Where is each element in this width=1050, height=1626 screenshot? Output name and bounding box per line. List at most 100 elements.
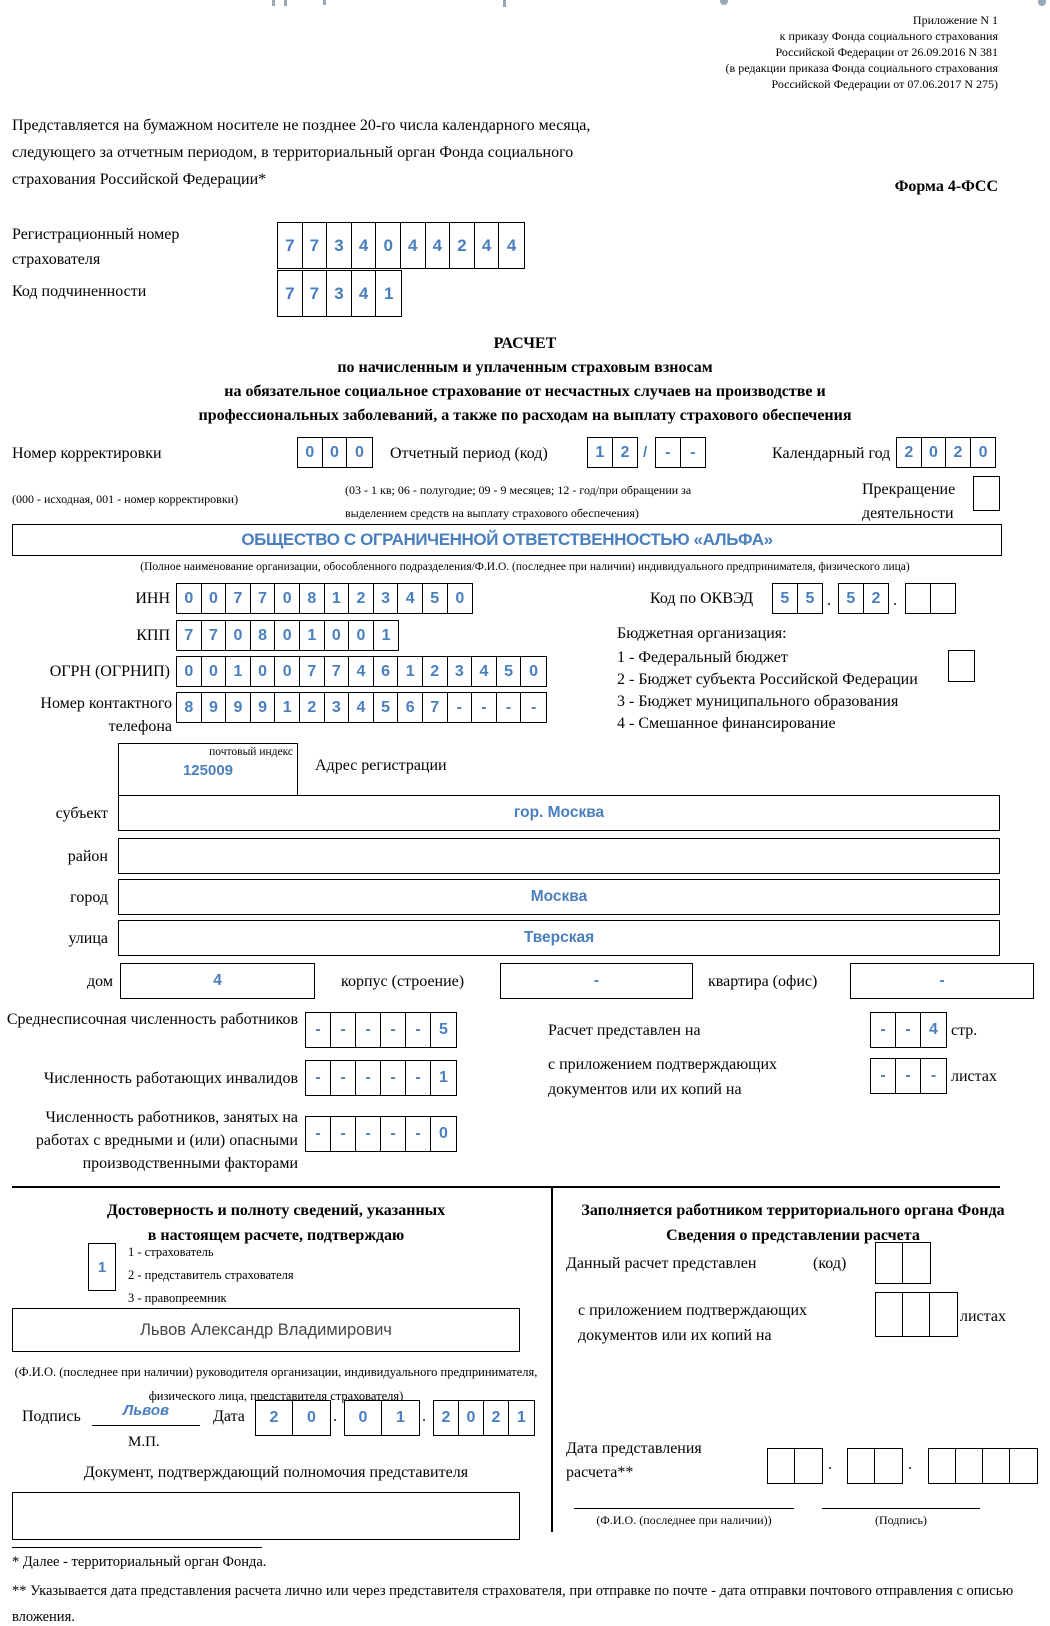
digit-cell[interactable]: 2 bbox=[946, 438, 971, 467]
digit-cell[interactable]: 0 bbox=[323, 438, 348, 467]
person-name-field[interactable]: Львов Александр Владимирович bbox=[12, 1308, 520, 1352]
digit-cell[interactable]: 3 bbox=[327, 223, 352, 268]
digit-cell[interactable]: 5 bbox=[773, 584, 798, 613]
digit-cell[interactable]: 1 bbox=[398, 657, 423, 686]
digit-cell[interactable]: - bbox=[497, 693, 522, 722]
digit-cell[interactable]: - bbox=[306, 1013, 331, 1047]
digit-cell[interactable]: 4 bbox=[349, 693, 374, 722]
digit-cell[interactable]: 1 bbox=[226, 657, 251, 686]
digit-cell[interactable]: - bbox=[896, 1013, 921, 1047]
digit-cell[interactable]: 0 bbox=[459, 1401, 484, 1435]
digit-cell[interactable] bbox=[931, 584, 956, 613]
digit-cell[interactable]: 1 bbox=[396, 1409, 405, 1426]
digit-cell[interactable]: - bbox=[871, 1059, 896, 1093]
digit-cell[interactable]: 4 bbox=[506, 235, 517, 255]
digit-cell[interactable]: 7 bbox=[303, 271, 328, 316]
digit-cell[interactable]: - bbox=[871, 1013, 896, 1047]
digit-cell[interactable]: 3 bbox=[374, 584, 399, 613]
digit-cell[interactable]: 1 bbox=[439, 1069, 448, 1086]
digit-cell[interactable]: 2 bbox=[256, 1401, 293, 1435]
digit-cell[interactable]: 7 bbox=[278, 223, 303, 268]
digit-cell[interactable]: - bbox=[656, 438, 681, 467]
digit-cell[interactable]: - bbox=[306, 1061, 331, 1095]
fund-date-month-cells[interactable] bbox=[847, 1448, 903, 1484]
digit-cell[interactable] bbox=[983, 1449, 1010, 1483]
signature-line[interactable]: Львов bbox=[92, 1402, 200, 1426]
avg-headcount-cells[interactable]: -----5 bbox=[305, 1012, 457, 1048]
digit-cell[interactable] bbox=[930, 1293, 957, 1336]
digit-cell[interactable]: 0 bbox=[177, 657, 202, 686]
digit-cell[interactable]: 0 bbox=[275, 584, 300, 613]
digit-cell[interactable]: 8 bbox=[177, 693, 202, 722]
digit-cell[interactable]: 4 bbox=[426, 223, 451, 268]
city-field[interactable]: Москва bbox=[118, 879, 1000, 915]
digit-cell[interactable]: 1 bbox=[300, 621, 325, 650]
digit-cell[interactable]: 0 bbox=[455, 589, 465, 607]
digit-cell[interactable]: 5 bbox=[374, 693, 399, 722]
digit-cell[interactable]: 7 bbox=[300, 657, 325, 686]
digit-cell[interactable]: - bbox=[356, 1013, 381, 1047]
digit-cell[interactable]: 3 bbox=[325, 693, 350, 722]
digit-cell[interactable]: - bbox=[331, 1061, 356, 1095]
digit-cell[interactable]: 1 bbox=[381, 626, 391, 644]
disabled-count-cells[interactable]: -----1 bbox=[305, 1060, 457, 1096]
digit-cell[interactable]: - bbox=[406, 1013, 431, 1047]
digit-cell[interactable]: 4 bbox=[929, 1021, 938, 1038]
digit-cell[interactable]: 2 bbox=[423, 657, 448, 686]
building-field[interactable]: - bbox=[500, 963, 693, 999]
hazard-count-cells[interactable]: -----0 bbox=[305, 1116, 457, 1152]
digit-cell[interactable]: 7 bbox=[202, 621, 227, 650]
digit-cell[interactable]: 0 bbox=[978, 443, 988, 461]
digit-cell[interactable]: 1 bbox=[275, 693, 300, 722]
budget-org-checkbox[interactable] bbox=[948, 650, 975, 682]
digit-cell[interactable]: 7 bbox=[251, 584, 276, 613]
digit-cell[interactable] bbox=[1010, 1449, 1037, 1483]
digit-cell[interactable]: 0 bbox=[325, 621, 350, 650]
digit-cell[interactable]: 8 bbox=[300, 584, 325, 613]
digit-cell[interactable]: - bbox=[406, 1117, 431, 1151]
digit-cell[interactable]: 7 bbox=[303, 223, 328, 268]
digit-cell[interactable]: 6 bbox=[374, 657, 399, 686]
digit-cell[interactable]: - bbox=[356, 1117, 381, 1151]
subject-field[interactable]: гор. Москва bbox=[118, 795, 1000, 831]
digit-cell[interactable]: 2 bbox=[349, 584, 374, 613]
okved-cells-3[interactable] bbox=[905, 583, 957, 614]
digit-cell[interactable]: 2 bbox=[300, 693, 325, 722]
fund-date-year-cells[interactable] bbox=[928, 1448, 1038, 1484]
digit-cell[interactable]: 0 bbox=[202, 657, 227, 686]
district-field[interactable] bbox=[118, 838, 1000, 874]
report-period-extra-cells[interactable]: -- bbox=[655, 437, 707, 468]
digit-cell[interactable]: - bbox=[448, 693, 473, 722]
fund-date-day-cells[interactable] bbox=[767, 1448, 823, 1484]
fund-fio-line[interactable] bbox=[574, 1488, 794, 1509]
digit-cell[interactable]: - bbox=[896, 1059, 921, 1093]
digit-cell[interactable] bbox=[768, 1449, 795, 1483]
digit-cell[interactable]: 5 bbox=[839, 584, 864, 613]
digit-cell[interactable]: 0 bbox=[922, 438, 947, 467]
pages-cells[interactable]: --4 bbox=[870, 1012, 947, 1048]
digit-cell[interactable]: 0 bbox=[355, 443, 364, 461]
digit-cell[interactable]: - bbox=[381, 1013, 406, 1047]
digit-cell[interactable]: - bbox=[306, 1117, 331, 1151]
digit-cell[interactable]: 0 bbox=[275, 621, 300, 650]
digit-cell[interactable]: 4 bbox=[352, 223, 377, 268]
apartment-field[interactable]: - bbox=[850, 963, 1034, 999]
digit-cell[interactable]: - bbox=[406, 1061, 431, 1095]
digit-cell[interactable]: - bbox=[690, 443, 696, 461]
digit-cell[interactable]: - bbox=[381, 1061, 406, 1095]
digit-cell[interactable]: - bbox=[331, 1117, 356, 1151]
digit-cell[interactable] bbox=[875, 1449, 902, 1483]
digit-cell[interactable]: 2 bbox=[434, 1401, 459, 1435]
digit-cell[interactable]: 0 bbox=[345, 1401, 382, 1435]
digit-cell[interactable]: 2 bbox=[871, 589, 881, 607]
digit-cell[interactable] bbox=[876, 1243, 903, 1283]
postal-code-box[interactable]: почтовый индекс 125009 bbox=[118, 743, 298, 805]
digit-cell[interactable]: - bbox=[356, 1061, 381, 1095]
